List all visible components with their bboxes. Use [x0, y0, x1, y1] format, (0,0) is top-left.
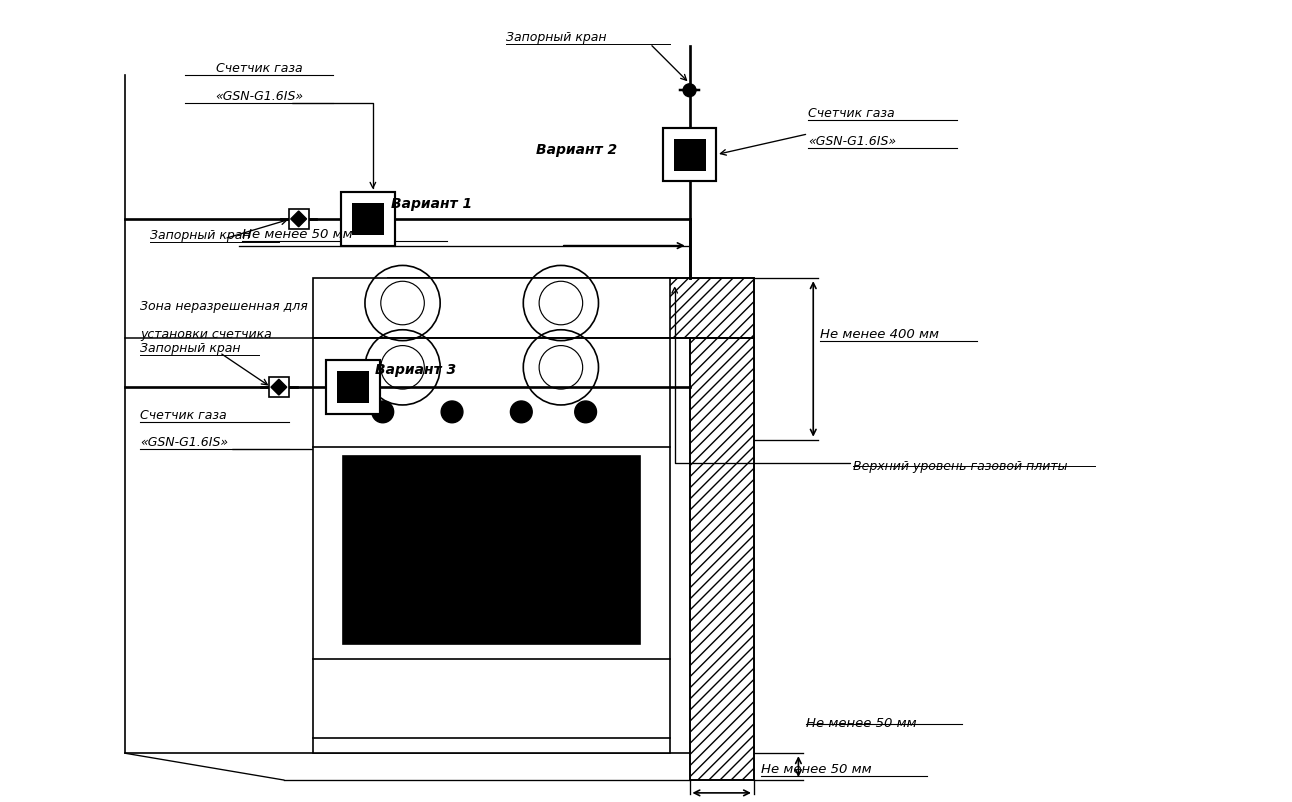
Bar — [673, 139, 705, 171]
Text: установки счетчика: установки счетчика — [141, 328, 273, 341]
Bar — [388, 278, 753, 338]
Text: Счетчик газа: Счетчик газа — [809, 107, 895, 120]
Bar — [314, 278, 669, 338]
Circle shape — [575, 401, 597, 423]
Bar — [388, 278, 753, 338]
Bar — [344, 456, 640, 645]
Text: Вариант 3: Вариант 3 — [375, 363, 456, 377]
Text: «GSN-G1.6IS»: «GSN-G1.6IS» — [214, 90, 304, 103]
Circle shape — [510, 401, 532, 423]
Bar — [288, 209, 309, 229]
Circle shape — [441, 401, 463, 423]
Bar — [327, 360, 380, 414]
Text: Не менее 50 мм: Не менее 50 мм — [761, 763, 871, 776]
Text: Вариант 2: Вариант 2 — [536, 143, 618, 156]
Text: Запорный кран: Запорный кран — [141, 342, 240, 355]
Text: Вариант 1: Вариант 1 — [390, 197, 472, 211]
Text: Не менее 50 мм: Не менее 50 мм — [242, 228, 353, 241]
Polygon shape — [291, 211, 306, 227]
Text: Верхний уровень газовой плиты: Верхний уровень газовой плиты — [853, 460, 1067, 473]
Bar — [269, 377, 288, 397]
Bar — [341, 192, 394, 245]
Bar — [351, 203, 384, 235]
Bar — [314, 338, 669, 753]
Circle shape — [683, 84, 696, 97]
Text: «GSN-G1.6IS»: «GSN-G1.6IS» — [141, 436, 229, 449]
Text: Запорный кран: Запорный кран — [506, 30, 607, 44]
Circle shape — [372, 401, 394, 423]
Polygon shape — [271, 379, 287, 395]
Text: Зона неразрешенная для: Зона неразрешенная для — [141, 300, 307, 313]
Bar — [663, 128, 716, 181]
Text: «GSN-G1.6IS»: «GSN-G1.6IS» — [809, 135, 897, 148]
Bar — [337, 371, 370, 403]
Bar — [690, 338, 753, 780]
Text: Счетчик газа: Счетчик газа — [141, 409, 227, 422]
Text: Не менее 400 мм: Не менее 400 мм — [820, 328, 939, 341]
Text: Не менее 50 мм: Не менее 50 мм — [806, 717, 917, 730]
Text: Счетчик газа: Счетчик газа — [216, 63, 302, 75]
Bar — [690, 338, 753, 780]
Text: Запорный кран: Запорный кран — [150, 229, 251, 241]
